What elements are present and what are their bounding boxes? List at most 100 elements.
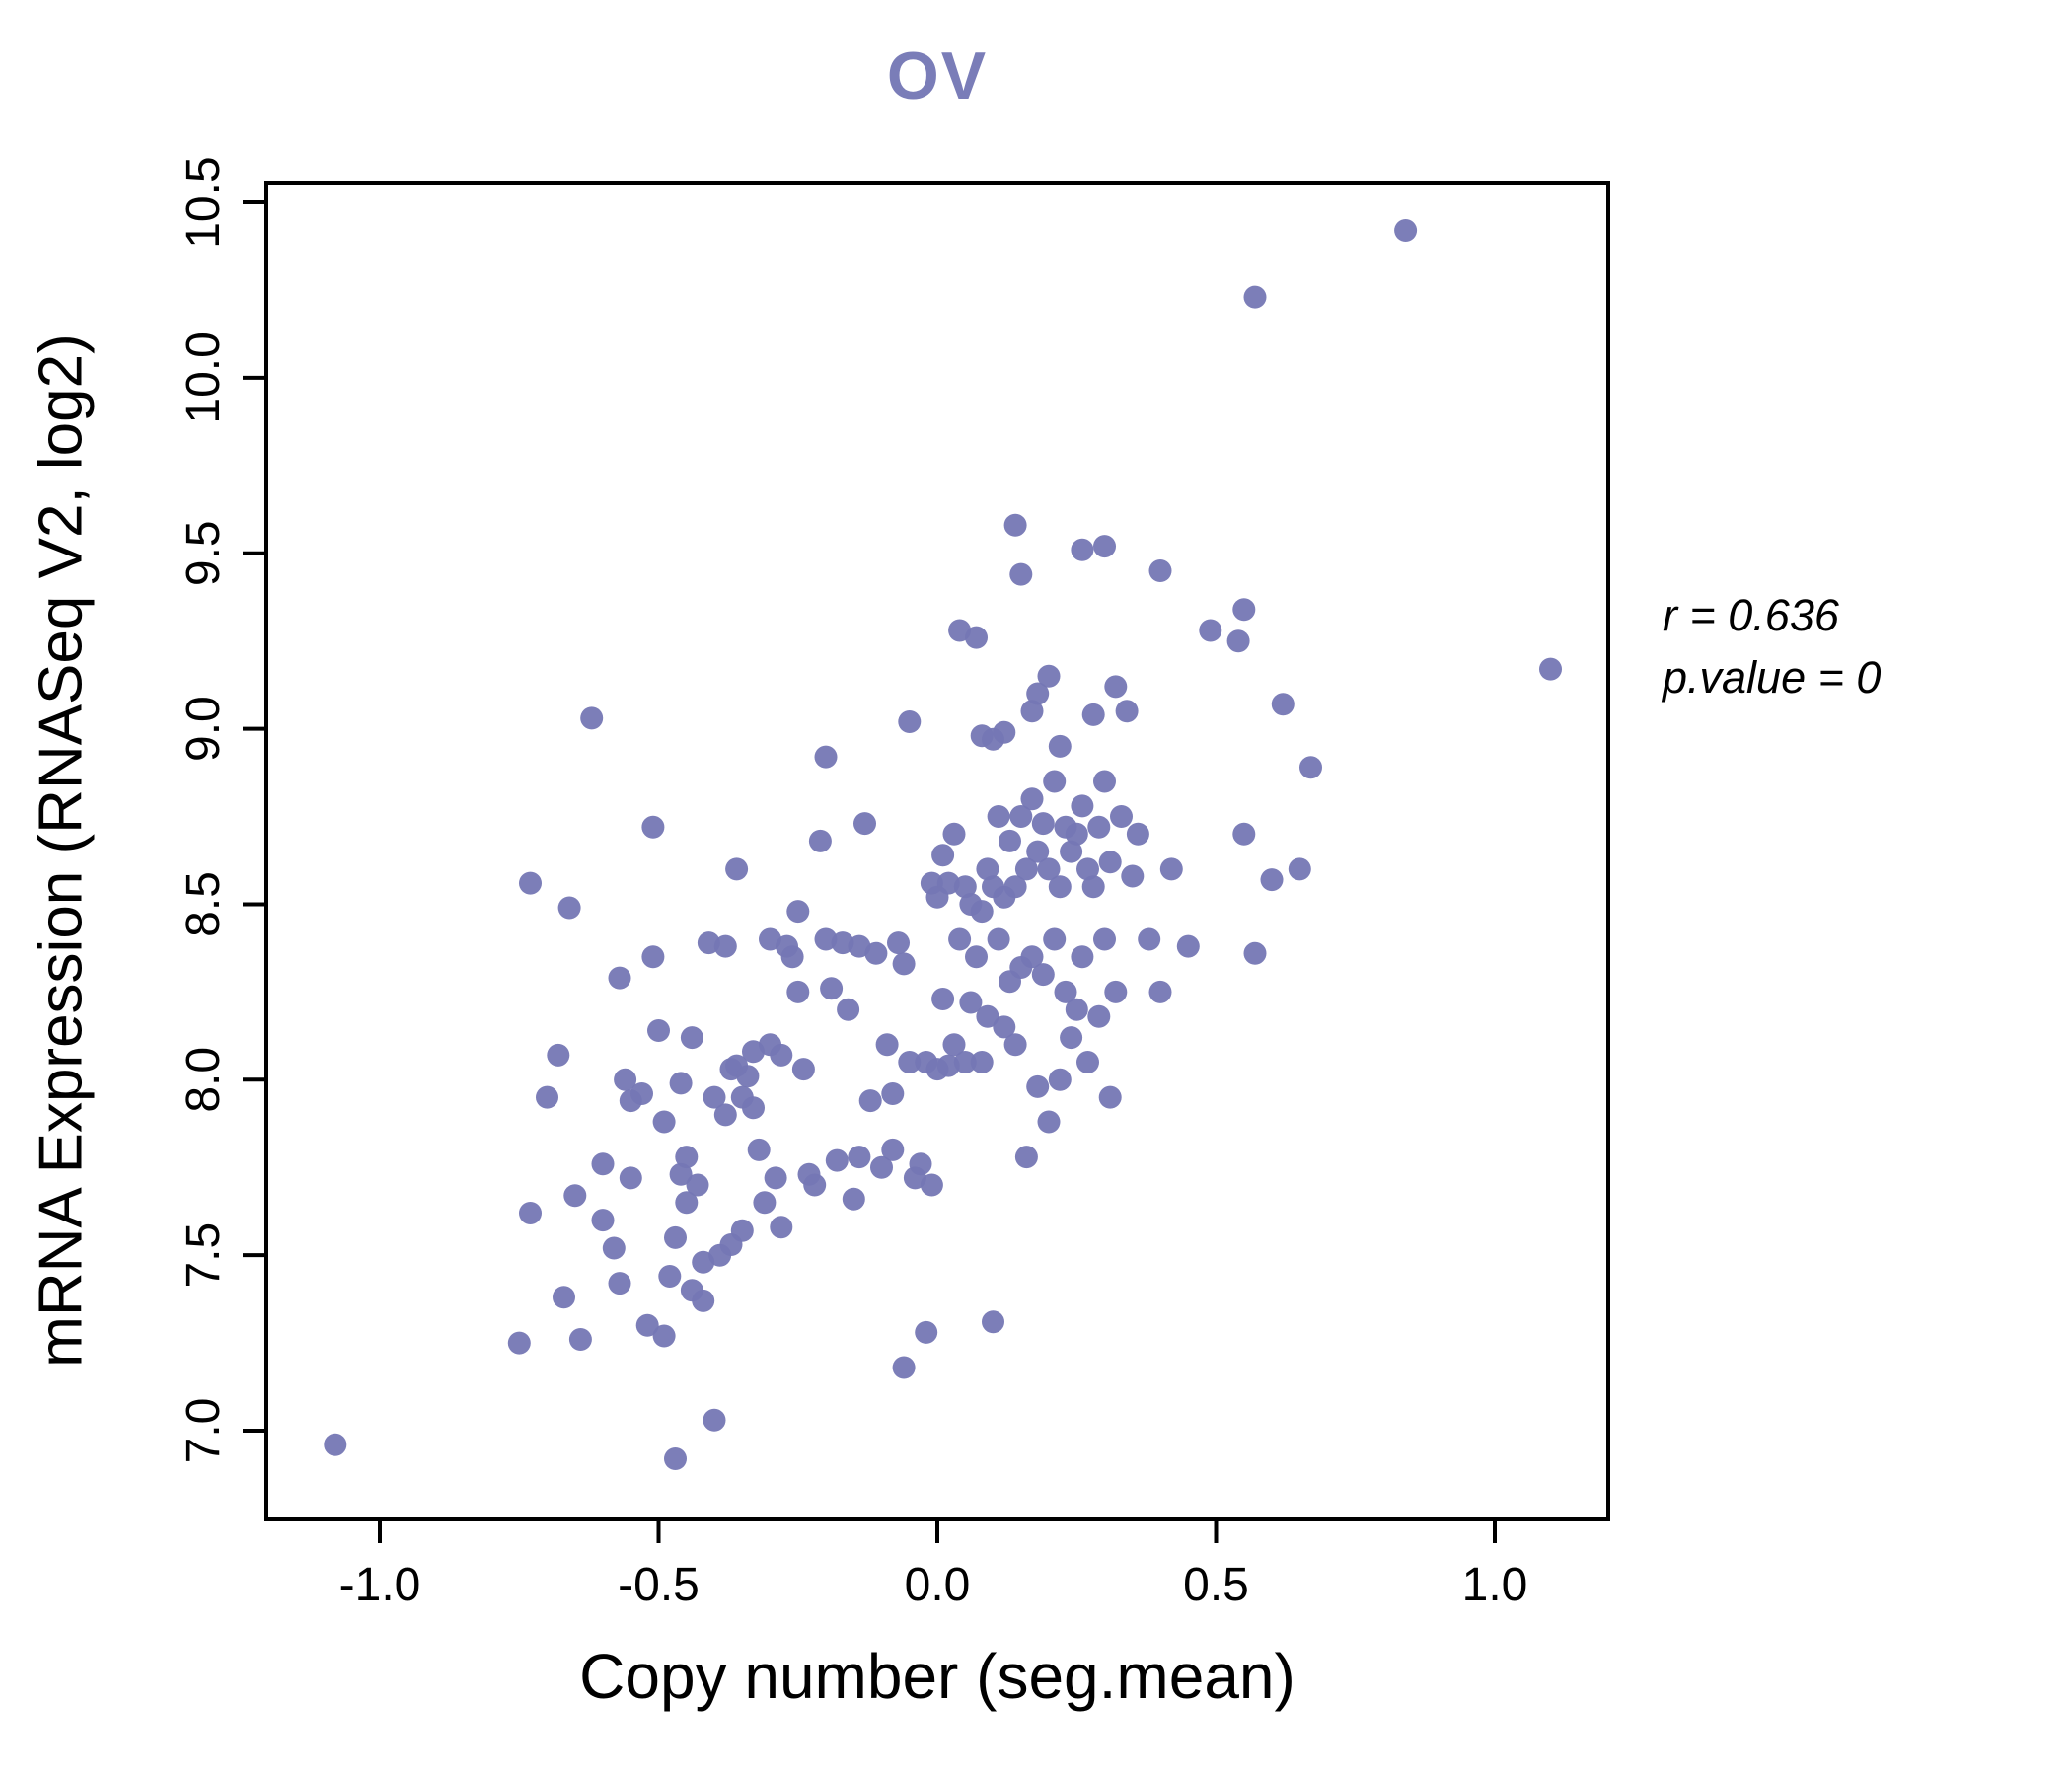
data-point: [557, 896, 581, 920]
data-point: [1065, 822, 1088, 846]
data-point: [959, 991, 983, 1014]
data-point: [658, 1265, 682, 1288]
data-point: [591, 1209, 615, 1232]
data-point: [1043, 770, 1067, 793]
data-point: [1026, 840, 1050, 863]
data-point: [1060, 1026, 1083, 1050]
x-tick-label: 0.5: [1183, 1559, 1249, 1611]
y-tick-label: 9.0: [178, 696, 230, 762]
data-point: [619, 1166, 642, 1190]
data-point: [563, 1184, 587, 1208]
data-point: [999, 829, 1021, 852]
data-point: [842, 1187, 865, 1211]
data-point: [881, 1082, 905, 1105]
data-point: [1093, 770, 1116, 793]
data-point: [1048, 875, 1072, 899]
data-point: [1026, 1074, 1050, 1098]
data-point: [1093, 535, 1116, 558]
data-point: [915, 1320, 938, 1344]
data-point: [909, 1152, 932, 1176]
data-point: [1054, 980, 1077, 1003]
data-point: [864, 941, 888, 965]
data-point: [1031, 812, 1055, 836]
data-point: [942, 1033, 966, 1057]
data-point: [730, 1219, 754, 1242]
data-point: [713, 1103, 737, 1127]
data-point: [770, 1216, 793, 1239]
data-point: [1126, 822, 1149, 846]
data-point: [898, 710, 922, 733]
data-point: [725, 857, 749, 881]
data-point: [848, 1146, 871, 1169]
data-point: [652, 1324, 676, 1348]
data-point: [568, 1328, 592, 1351]
data-point: [519, 1202, 542, 1224]
data-point: [680, 1026, 703, 1050]
data-point: [976, 1004, 999, 1028]
data-point: [1098, 851, 1122, 874]
data-point: [853, 812, 876, 836]
data-point: [580, 706, 604, 730]
data-point: [987, 805, 1010, 828]
data-point: [652, 1110, 676, 1134]
data-point: [948, 927, 972, 951]
data-point: [953, 875, 977, 899]
data-point: [1037, 1110, 1061, 1134]
data-point: [1076, 857, 1099, 881]
data-point: [1020, 945, 1044, 969]
data-point: [1076, 1051, 1099, 1073]
data-point: [931, 988, 955, 1010]
y-tick-label: 7.5: [178, 1222, 230, 1289]
data-point: [942, 822, 966, 846]
data-point: [1394, 219, 1418, 242]
data-point: [713, 934, 737, 958]
data-point: [1115, 700, 1139, 723]
data-point: [591, 1152, 615, 1176]
data-point: [692, 1289, 715, 1312]
data-point: [1060, 840, 1083, 863]
data-point: [1081, 875, 1105, 899]
data-point: [965, 626, 988, 649]
data-point: [1121, 864, 1145, 888]
data-point: [1243, 285, 1267, 309]
data-point: [1003, 513, 1027, 537]
data-point: [976, 857, 999, 881]
data-point: [1098, 1085, 1122, 1109]
data-point: [786, 980, 810, 1003]
data-point: [825, 1148, 849, 1172]
data-point: [970, 900, 994, 924]
data-point: [1043, 927, 1067, 951]
data-point: [892, 1356, 916, 1379]
data-point: [870, 1155, 893, 1179]
data-point: [1003, 875, 1027, 899]
data-point: [1087, 1004, 1111, 1028]
data-point: [1288, 857, 1311, 881]
data-point: [1093, 927, 1116, 951]
data-point: [970, 1051, 994, 1073]
data-point: [858, 1089, 882, 1113]
data-point: [1110, 805, 1133, 828]
data-point: [1020, 700, 1044, 723]
x-tick-label: 0.0: [905, 1559, 971, 1611]
x-tick-label: -0.5: [618, 1559, 700, 1611]
data-point: [703, 1085, 726, 1109]
data-point: [553, 1286, 575, 1309]
data-point: [664, 1447, 687, 1470]
data-point: [1081, 703, 1105, 726]
data-point: [965, 945, 988, 969]
data-point: [742, 1096, 765, 1120]
y-tick-label: 7.0: [178, 1398, 230, 1464]
data-point: [602, 1236, 626, 1260]
p-value: p.value = 0: [1663, 652, 1882, 703]
data-point: [1003, 1033, 1027, 1057]
data-point: [614, 1068, 637, 1091]
data-point: [675, 1191, 699, 1215]
data-point: [993, 720, 1016, 744]
chart-title: OV: [886, 38, 989, 113]
data-point: [820, 977, 844, 1000]
data-point: [931, 844, 955, 867]
data-point: [1176, 934, 1200, 958]
data-point: [1299, 756, 1322, 779]
data-point: [892, 952, 916, 976]
